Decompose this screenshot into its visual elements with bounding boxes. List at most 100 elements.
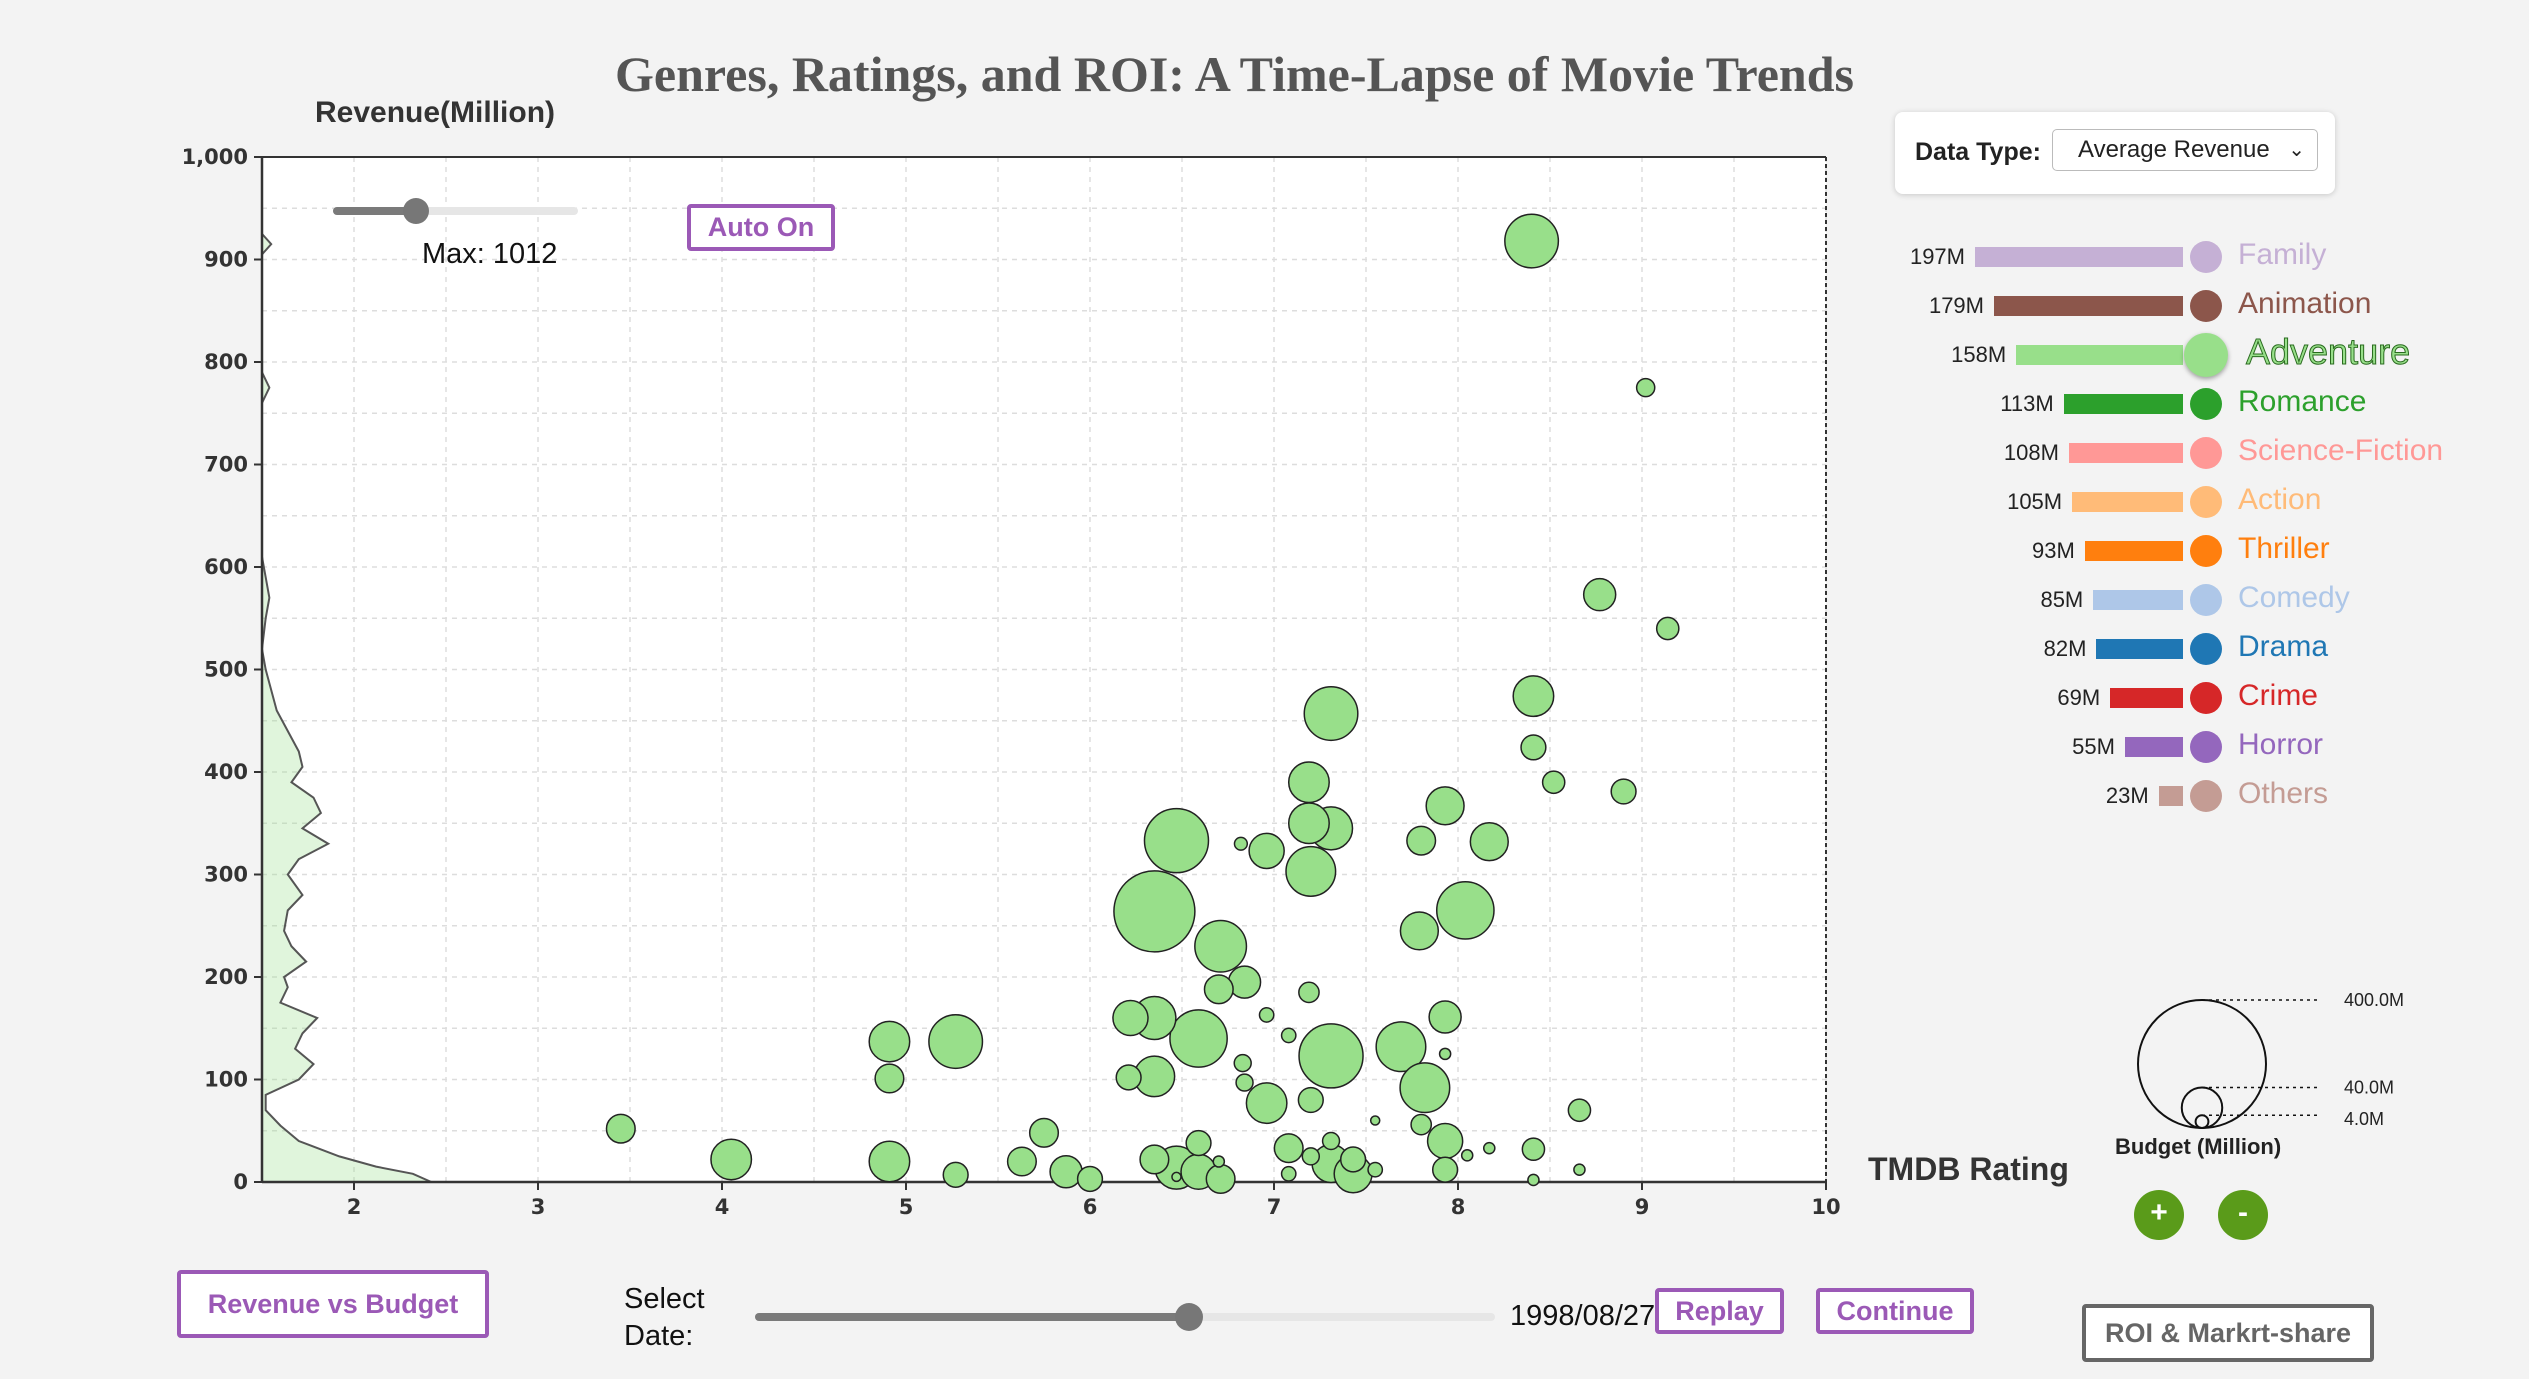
data-point <box>1399 911 1440 951</box>
data-point <box>1006 1146 1037 1177</box>
legend-item-horror[interactable]: 55M Horror <box>0 726 2529 766</box>
legend-bar <box>2110 688 2183 708</box>
x-tick-label: 10 <box>1811 1195 1840 1219</box>
legend-item-thriller[interactable]: 93M Thriller <box>0 530 2529 570</box>
legend-item-family[interactable]: 197M Family <box>0 236 2529 276</box>
data-point <box>1298 981 1320 1004</box>
continue-button[interactable]: Continue <box>1816 1288 1974 1334</box>
data-point <box>1512 675 1555 718</box>
data-point <box>1527 1173 1540 1187</box>
data-point <box>1426 1122 1464 1160</box>
legend-item-animation[interactable]: 179M Animation <box>0 285 2529 325</box>
budget-legend-title: Budget (Million) <box>2115 1134 2282 1159</box>
zoom-in-button[interactable]: + <box>2134 1190 2184 1240</box>
data-point <box>1541 770 1566 795</box>
data-point <box>1610 778 1637 805</box>
legend-dot <box>2184 333 2228 377</box>
y-tick-label: 100 <box>204 1068 248 1092</box>
legend-item-adventure[interactable]: 158M Adventure <box>0 331 2529 377</box>
y-axis-label: Revenue(Million) <box>315 96 556 129</box>
roi-market-share-button[interactable]: ROI & Markrt-share <box>2082 1304 2374 1362</box>
revenue-vs-budget-button[interactable]: Revenue vs Budget <box>177 1270 489 1338</box>
data-point <box>1375 1021 1427 1073</box>
density-layer <box>260 157 432 1183</box>
data-point <box>1367 1161 1384 1178</box>
data-type-select[interactable]: Average Revenue ⌄ <box>2052 129 2318 171</box>
data-point <box>1028 1117 1060 1148</box>
y-tick-label: 0 <box>233 1170 248 1194</box>
legend-item-crime[interactable]: 69M Crime <box>0 677 2529 717</box>
data-point <box>1369 1115 1381 1126</box>
max-slider-knob[interactable] <box>403 198 429 224</box>
y-tick-label: 300 <box>204 863 248 887</box>
grid <box>262 156 1827 1183</box>
budget-legend-circle <box>2137 999 2267 1129</box>
date-slider-fill <box>755 1313 1195 1321</box>
legend-name: Others <box>2238 777 2329 810</box>
chevron-down-icon: ⌄ <box>2288 139 2305 161</box>
data-point <box>1280 1165 1297 1182</box>
data-point <box>1212 1155 1226 1168</box>
data-point <box>1321 1131 1341 1151</box>
data-point <box>1273 1133 1304 1164</box>
legend-dot <box>2190 682 2222 714</box>
data-point <box>1482 1141 1496 1155</box>
legend-bar <box>2016 345 2183 365</box>
data-point <box>1287 802 1330 845</box>
date-slider[interactable] <box>755 1303 1495 1331</box>
data-point <box>1115 1064 1142 1091</box>
x-tick-label: 5 <box>899 1195 914 1219</box>
legend-item-comedy[interactable]: 85M Comedy <box>0 579 2529 619</box>
legend-value: 197M <box>1909 244 1965 269</box>
data-point <box>1435 881 1495 940</box>
revenue-density-area <box>262 157 432 1182</box>
revenue-density-line <box>260 157 432 1183</box>
legend-dot <box>2190 437 2222 469</box>
zoom-out-button[interactable]: - <box>2218 1190 2268 1240</box>
data-point <box>1410 1113 1433 1136</box>
data-point <box>1139 1144 1170 1175</box>
select-date-line1: Select <box>624 1283 705 1315</box>
y-tick-label: 800 <box>204 350 248 374</box>
data-point <box>1399 1062 1451 1114</box>
legend-bar <box>2068 443 2183 463</box>
data-point <box>1248 832 1285 870</box>
max-slider[interactable] <box>333 198 578 224</box>
x-tick-label: 4 <box>715 1195 730 1219</box>
legend-dot <box>2190 388 2222 420</box>
data-point <box>1573 1163 1586 1176</box>
legend-value: 82M <box>2043 636 2087 661</box>
date-slider-knob[interactable] <box>1175 1303 1203 1331</box>
legend-bar <box>2124 737 2183 757</box>
data-point <box>1233 836 1249 851</box>
replay-button[interactable]: Replay <box>1655 1288 1784 1334</box>
legend-name: Family <box>2238 238 2327 271</box>
y-tick-label: 600 <box>204 555 248 579</box>
data-type-selected: Average Revenue <box>2078 136 2270 163</box>
auto-on-button[interactable]: Auto On <box>687 204 835 251</box>
legend-item-science-fiction[interactable]: 108M Science-Fiction <box>0 432 2529 472</box>
bubbles <box>605 213 1680 1194</box>
data-point <box>1076 1165 1104 1193</box>
budget-legend-label: 40.0M <box>2344 1078 2394 1098</box>
data-point <box>1203 974 1234 1005</box>
legend-value: 108M <box>2003 440 2059 465</box>
data-point <box>1258 1007 1275 1023</box>
data-point <box>1504 213 1560 269</box>
max-slider-fill <box>333 207 418 215</box>
data-point <box>1285 845 1337 897</box>
data-point <box>1339 1146 1367 1173</box>
data-point <box>1301 1147 1321 1166</box>
x-tick-label: 3 <box>531 1195 546 1219</box>
legend-item-action[interactable]: 105M Action <box>0 481 2529 521</box>
data-point <box>1049 1155 1083 1189</box>
legend-item-romance[interactable]: 113M Romance <box>0 383 2529 423</box>
data-point <box>942 1161 969 1188</box>
legend-name: Action <box>2238 483 2322 516</box>
data-point <box>1245 1082 1288 1125</box>
data-point <box>1169 1009 1228 1068</box>
data-point <box>868 1020 911 1063</box>
legend-item-others[interactable]: 23M Others <box>0 775 2529 815</box>
legend-name: Animation <box>2238 287 2372 320</box>
legend-item-drama[interactable]: 82M Drama <box>0 628 2529 668</box>
